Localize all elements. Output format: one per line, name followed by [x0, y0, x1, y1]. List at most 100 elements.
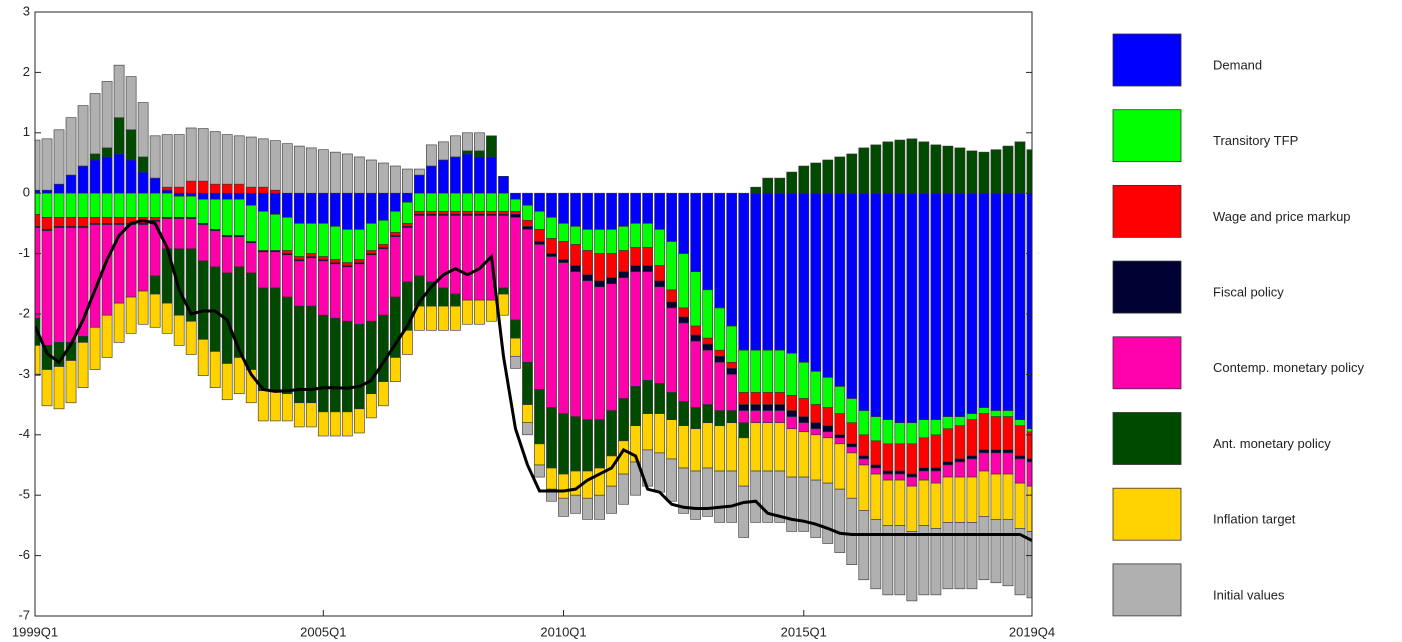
bar-segment — [546, 467, 557, 490]
bar-segment — [942, 192, 954, 417]
bar-segment — [329, 411, 341, 437]
bar-segment — [798, 476, 810, 532]
bar-segment — [846, 452, 858, 499]
bar-segment — [197, 224, 209, 262]
bar-segment — [702, 349, 714, 405]
bar-segment — [137, 102, 149, 158]
bar-segment — [474, 156, 485, 194]
bar-segment — [35, 192, 41, 215]
bar-segment — [570, 192, 581, 227]
bar-segment — [510, 192, 521, 200]
bar-segment — [762, 177, 774, 194]
bar-segment — [65, 117, 77, 176]
bar-segment — [582, 280, 593, 420]
bar-segment — [714, 192, 726, 309]
bar-segment — [245, 136, 257, 188]
bar-segment — [341, 229, 353, 263]
bar-segment — [642, 192, 653, 224]
bar-segment — [245, 272, 257, 370]
bar-segment — [834, 192, 846, 387]
bar-segment — [570, 494, 581, 514]
bar-segment — [149, 275, 161, 295]
bar-segment — [618, 192, 629, 227]
bar-segment — [474, 215, 485, 301]
bar-segment — [690, 407, 702, 430]
bar-segment — [41, 189, 53, 194]
bar-segment — [894, 443, 906, 472]
bar-segment — [618, 398, 629, 442]
legend-swatch — [1112, 412, 1182, 465]
legend-label: Inflation target — [1213, 512, 1296, 527]
bar-segment — [269, 390, 281, 422]
bar-segment — [882, 141, 894, 194]
bar-segment — [185, 195, 197, 218]
bar-segment — [990, 192, 1002, 411]
bar-segment — [426, 165, 437, 194]
bar-segment — [954, 147, 966, 194]
bar-segment — [918, 192, 930, 420]
bar-segment — [570, 416, 581, 472]
bar-segment — [906, 485, 918, 532]
bar-segment — [894, 192, 906, 424]
bar-segment — [570, 470, 581, 496]
bar-segment — [978, 407, 990, 414]
bar-segment — [462, 211, 473, 215]
bar-segment — [798, 422, 810, 433]
bar-segment — [738, 485, 750, 538]
bar-segment — [89, 153, 101, 161]
bar-segment — [269, 140, 281, 191]
bar-segment — [233, 357, 245, 395]
bar-segment — [690, 192, 702, 273]
bar-segment — [510, 214, 521, 218]
bar-segment — [450, 293, 461, 307]
bar-segment — [41, 138, 53, 191]
bar-segment — [774, 470, 786, 523]
bar-segment — [630, 265, 641, 273]
bar-segment — [378, 244, 389, 248]
bar-segment — [834, 443, 846, 490]
bar-segment — [822, 482, 834, 544]
bar-segment — [353, 323, 365, 410]
legend-label: Contemp. monetary policy — [1213, 360, 1365, 375]
bar-segment — [990, 452, 1002, 475]
bar-segment — [990, 519, 1002, 584]
bar-segment — [77, 342, 89, 388]
bar-segment — [894, 470, 906, 475]
bar-segment — [558, 223, 569, 242]
bar-segment — [269, 192, 281, 215]
bar-segment — [966, 419, 978, 457]
bar-segment — [125, 76, 137, 131]
bar-segment — [774, 192, 786, 351]
bar-segment — [750, 392, 762, 405]
bar-segment — [426, 215, 437, 283]
bar-segment — [582, 497, 593, 520]
bar-segment — [1002, 410, 1014, 417]
bar-segment — [365, 393, 377, 419]
bar-segment — [870, 416, 882, 442]
bar-segment — [546, 192, 557, 218]
bar-segment — [209, 131, 221, 185]
bar-segment — [678, 307, 689, 318]
bar-segment — [774, 404, 786, 411]
bar-segment — [1026, 192, 1032, 430]
bar-segment — [41, 369, 53, 407]
bar-segment — [618, 473, 629, 505]
bar-segment — [245, 186, 257, 194]
bar-segment — [269, 214, 281, 251]
bar-segment — [161, 192, 173, 218]
bar-segment — [846, 422, 858, 445]
bar-segment — [666, 241, 677, 291]
bar-segment — [966, 458, 978, 478]
bar-segment — [882, 419, 894, 445]
bar-segment — [510, 211, 521, 215]
x-tick-label: 2010Q1 — [540, 624, 586, 639]
bar-segment — [750, 422, 762, 472]
bar-segment — [774, 422, 786, 472]
bar-segment — [185, 218, 197, 250]
bar-segment — [882, 443, 894, 472]
bar-segment — [630, 247, 641, 266]
bar-segment — [498, 287, 509, 295]
bar-segment — [966, 522, 978, 590]
bar-segment — [293, 145, 305, 194]
bar-segment — [990, 149, 1002, 194]
